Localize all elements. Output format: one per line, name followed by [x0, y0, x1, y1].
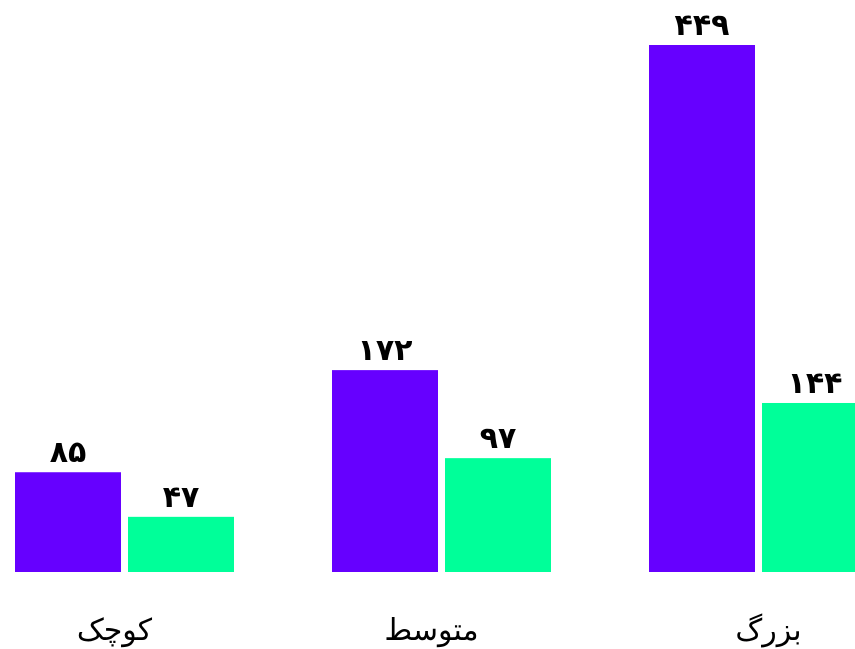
bar	[762, 402, 855, 572]
bar	[128, 516, 234, 572]
value-label: ۴۷	[163, 480, 200, 515]
value-label: ۴۴۹	[675, 8, 730, 43]
category-label: کوچک	[77, 613, 153, 648]
category-label: بزرگ	[735, 612, 801, 648]
bar	[15, 472, 121, 572]
value-label: ۱۴۴	[788, 366, 843, 401]
category-label: متوسط	[384, 613, 478, 648]
value-label: ۱۷۲	[358, 333, 413, 368]
bar	[649, 45, 755, 572]
value-label: ۹۷	[480, 421, 517, 456]
bar	[445, 458, 551, 572]
bar	[332, 370, 438, 572]
value-label: ۸۵	[50, 435, 87, 470]
